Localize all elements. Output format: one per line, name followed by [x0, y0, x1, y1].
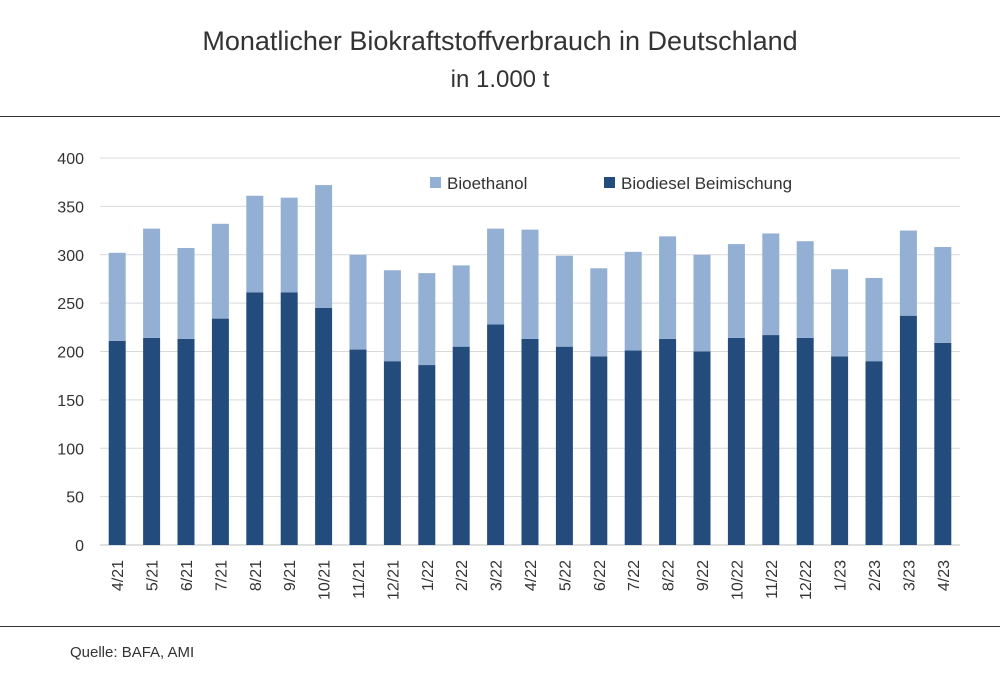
- x-tick-label: 9/21: [282, 560, 299, 591]
- legend-swatch: [430, 177, 441, 188]
- bar-bioethanol: [246, 195, 264, 293]
- bar-bioethanol: [762, 233, 780, 336]
- bar-biodiesel: [693, 351, 711, 545]
- top-divider: [0, 116, 1000, 117]
- x-tick-label: 3/23: [901, 560, 918, 591]
- bar-biodiesel: [246, 292, 264, 545]
- bar-biodiesel: [624, 350, 642, 545]
- bar-bioethanol: [143, 228, 161, 338]
- bar-biodiesel: [865, 361, 883, 545]
- bar-bioethanol: [521, 229, 539, 339]
- x-tick-label: 6/22: [592, 560, 609, 591]
- bar-biodiesel: [418, 365, 436, 545]
- chart-title: Monatlicher Biokraftstoffverbrauch in De…: [202, 26, 798, 56]
- x-tick-label: 9/22: [695, 560, 712, 591]
- x-tick-label: 11/22: [764, 560, 781, 599]
- x-tick-label: 8/22: [661, 560, 678, 591]
- x-tick-label: 2/22: [454, 560, 471, 591]
- bar-biodiesel: [349, 349, 367, 545]
- x-tick-label: 6/21: [179, 560, 196, 591]
- bar-bioethanol: [418, 273, 436, 366]
- bar-biodiesel: [934, 342, 952, 545]
- bar-biodiesel: [108, 340, 126, 545]
- bar-biodiesel: [487, 324, 505, 545]
- bar-biodiesel: [659, 338, 677, 545]
- bar-bioethanol: [108, 252, 126, 341]
- x-tick-label: 12/22: [798, 560, 815, 600]
- bar-biodiesel: [315, 307, 333, 545]
- bar-biodiesel: [452, 346, 470, 545]
- bar-biodiesel: [177, 338, 195, 545]
- x-tick-label: 4/21: [110, 560, 127, 591]
- x-tick-label: 10/22: [729, 560, 746, 600]
- legend-label: Bioethanol: [447, 174, 527, 193]
- x-tick-label: 7/22: [626, 560, 643, 591]
- x-tick-label: 5/22: [557, 560, 574, 591]
- bar-biodiesel: [831, 356, 849, 545]
- source-note: Quelle: BAFA, AMI: [70, 644, 195, 661]
- bar-bioethanol: [934, 247, 952, 343]
- bar-bioethanol: [831, 269, 849, 357]
- bar-biodiesel: [211, 318, 229, 545]
- bar-bioethanol: [177, 247, 195, 339]
- stacked-bar-chart: 0 50 100 150 200 250 300 350 400 4/21 5/21 6/21 7/21…: [57, 151, 960, 600]
- x-tick-label: 4/23: [936, 560, 953, 591]
- bar-bioethanol: [211, 223, 229, 319]
- y-tick-label: 250: [57, 296, 84, 313]
- bar-bioethanol: [280, 197, 298, 293]
- bar-biodiesel: [899, 315, 917, 545]
- legend-label: Biodiesel Beimischung: [621, 174, 792, 193]
- x-tick-label: 2/23: [867, 560, 884, 591]
- bar-bioethanol: [727, 244, 745, 338]
- y-tick-label: 100: [57, 441, 84, 458]
- bar-bioethanol: [452, 265, 470, 347]
- bar-bioethanol: [487, 228, 505, 325]
- y-tick-label: 150: [57, 393, 84, 410]
- bar-bioethanol: [659, 236, 677, 339]
- bar-bioethanol: [383, 270, 401, 362]
- y-tick-label: 0: [75, 538, 84, 555]
- bar-biodiesel: [555, 346, 573, 545]
- bar-bioethanol: [899, 230, 917, 316]
- bar-bioethanol: [865, 277, 883, 362]
- x-tick-label: 1/22: [420, 560, 437, 591]
- bar-biodiesel: [796, 337, 814, 545]
- y-tick-label: 350: [57, 199, 84, 216]
- chart-subtitle: in 1.000 t: [450, 66, 550, 93]
- bar-bioethanol: [796, 241, 814, 338]
- y-tick-label: 200: [57, 345, 84, 362]
- x-tick-label: 12/21: [385, 560, 402, 600]
- bar-biodiesel: [762, 335, 780, 545]
- y-tick-label: 400: [57, 151, 84, 168]
- bar-bioethanol: [693, 254, 711, 352]
- x-tick-label: 8/21: [248, 560, 265, 591]
- bar-bioethanol: [624, 251, 642, 351]
- bar-biodiesel: [590, 356, 608, 545]
- y-tick-label: 300: [57, 248, 84, 265]
- x-tick-label: 11/21: [351, 560, 368, 599]
- bar-bioethanol: [555, 255, 573, 347]
- x-tick-label: 10/21: [317, 560, 334, 600]
- bar-bioethanol: [590, 268, 608, 357]
- bar-bioethanol: [315, 185, 333, 308]
- bar-bioethanol: [349, 254, 367, 350]
- bar-biodiesel: [143, 337, 161, 545]
- x-tick-label: 4/22: [523, 560, 540, 591]
- bar-biodiesel: [280, 292, 298, 545]
- x-tick-label: 7/21: [213, 560, 230, 591]
- x-tick-label: 5/21: [145, 560, 162, 591]
- legend-swatch: [604, 177, 615, 188]
- bar-biodiesel: [383, 361, 401, 545]
- bar-biodiesel: [521, 338, 539, 545]
- x-tick-label: 3/22: [489, 560, 506, 591]
- bottom-divider: [0, 626, 1000, 627]
- y-tick-label: 50: [66, 490, 84, 507]
- bar-biodiesel: [727, 337, 745, 545]
- x-tick-label: 1/23: [833, 560, 850, 591]
